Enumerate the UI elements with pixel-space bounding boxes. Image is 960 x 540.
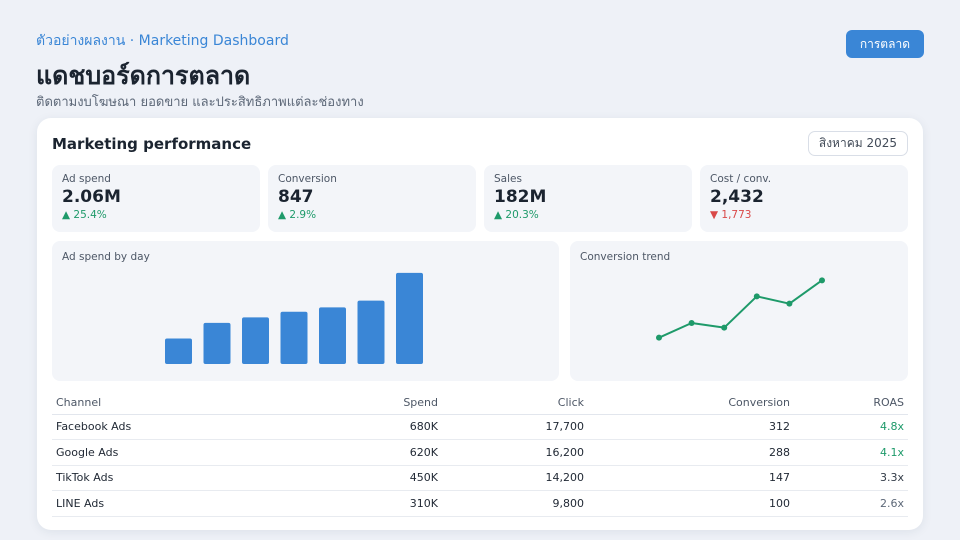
point-5 (819, 277, 825, 284)
roas-cell: 4.8x (794, 414, 908, 440)
kpi-row: Ad spend 2.06M ▲ 25.4% Conversion 847 ▲ … (52, 165, 908, 232)
spend-cell: 620K (182, 439, 442, 466)
bar-2 (242, 317, 269, 364)
chart-title: Ad spend by day (62, 251, 150, 263)
kpi-delta: ▲ 2.9% (278, 209, 317, 221)
ad-spend-chart-panel: Ad spend by day (52, 241, 559, 381)
point-1 (688, 320, 695, 326)
column-header: Click (442, 391, 588, 415)
kpi-cost-per-conversion: Cost / conv. 2,432 ▼ 1,773 (700, 165, 908, 232)
bar-5 (357, 300, 385, 364)
click-cell: 14,200 (442, 465, 588, 491)
point-2 (721, 324, 728, 331)
roas-cell: 2.6x (794, 490, 908, 517)
channel-table: Channel Spend Click Conversion ROAS Face… (52, 391, 908, 517)
page-title: แดชบอร์ดการตลาด (36, 61, 251, 90)
kpi-ad-spend: Ad spend 2.06M ▲ 25.4% (52, 165, 260, 232)
bar-0 (165, 338, 192, 364)
click-cell: 16,200 (442, 439, 588, 466)
conversion-cell: 288 (588, 439, 794, 466)
table-header-row: Channel Spend Click Conversion ROAS (52, 391, 908, 415)
marketing-performance-card: Marketing performance สิงหาคม 2025 Ad sp… (37, 118, 923, 530)
click-cell: 9,800 (442, 490, 588, 517)
ad-spend-bar-chart (165, 272, 423, 364)
channel-cell: TikTok Ads (52, 465, 182, 491)
bar-1 (203, 322, 231, 364)
conversion-cell: 147 (588, 465, 794, 491)
kpi-value: 847 (278, 187, 314, 207)
table-row: Facebook Ads 680K 17,700 312 4.8x (52, 414, 908, 440)
channel-cell: Facebook Ads (52, 414, 182, 440)
channel-cell: LINE Ads (52, 490, 182, 517)
spend-cell: 680K (182, 414, 442, 440)
conversion-cell: 100 (588, 490, 794, 517)
kpi-value: 182M (494, 187, 547, 207)
page-eyebrow: ตัวอย่างผลงาน · Marketing Dashboard (36, 33, 289, 49)
point-0 (656, 334, 662, 341)
spend-cell: 310K (182, 490, 442, 517)
chart-title: Conversion trend (580, 251, 671, 263)
bar-3 (280, 311, 308, 364)
kpi-sales: Sales 182M ▲ 20.3% (484, 165, 692, 232)
kpi-label: Conversion (278, 173, 337, 185)
table-row: TikTok Ads 450K 14,200 147 3.3x (52, 465, 908, 491)
column-header: ROAS (794, 391, 908, 415)
kpi-delta: ▲ 20.3% (494, 209, 539, 221)
kpi-label: Sales (494, 173, 522, 185)
marketing-button[interactable]: การตลาด (845, 30, 924, 58)
page-subtitle: ติดตามงบโฆษณา ยอดขาย และประสิทธิภาพแต่ละ… (36, 95, 364, 110)
kpi-label: Cost / conv. (710, 173, 772, 185)
kpi-delta: ▼ 1,773 (710, 209, 752, 221)
kpi-label: Ad spend (62, 173, 111, 185)
kpi-conversion: Conversion 847 ▲ 2.9% (268, 165, 476, 232)
column-header: Spend (182, 391, 442, 415)
kpi-delta: ▲ 25.4% (62, 209, 107, 221)
roas-cell: 4.1x (794, 439, 908, 466)
column-header: Conversion (588, 391, 794, 415)
month-selector-button[interactable]: สิงหาคม 2025 (807, 131, 908, 156)
conversion-trend-panel: Conversion trend (570, 241, 908, 381)
conversion-line-chart (656, 277, 825, 341)
bar-4 (319, 307, 346, 364)
click-cell: 17,700 (442, 414, 588, 440)
column-header: Channel (52, 391, 182, 415)
conversion-cell: 312 (588, 414, 794, 440)
roas-cell: 3.3x (794, 465, 908, 491)
table-row: LINE Ads 310K 9,800 100 2.6x (52, 490, 908, 517)
spend-cell: 450K (182, 465, 442, 491)
bar-6 (396, 272, 423, 364)
kpi-value: 2,432 (710, 187, 764, 207)
point-3 (753, 293, 760, 300)
channel-cell: Google Ads (52, 439, 182, 466)
table-row: Google Ads 620K 16,200 288 4.1x (52, 439, 908, 466)
card-title: Marketing performance (52, 135, 252, 153)
kpi-value: 2.06M (62, 187, 121, 207)
conversion-series-line (658, 279, 823, 339)
point-4 (786, 300, 793, 307)
